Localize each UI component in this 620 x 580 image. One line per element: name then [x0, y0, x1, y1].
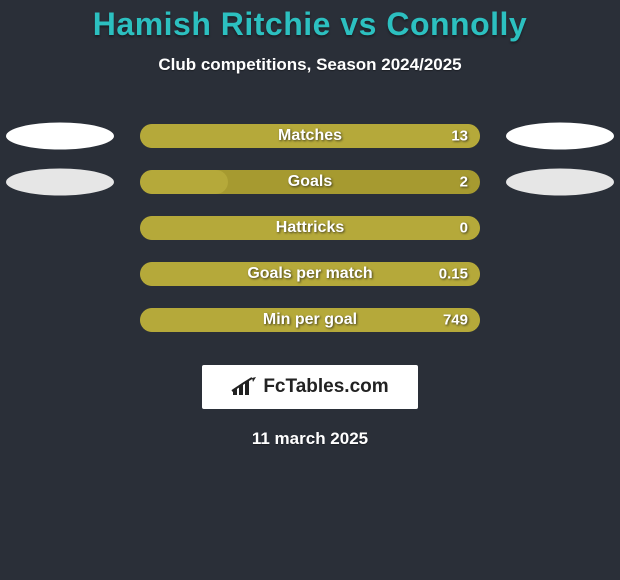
stat-value: 0	[460, 220, 468, 237]
right-player-marker	[506, 169, 614, 196]
stat-bar: Min per goal 749	[140, 308, 480, 332]
stat-row: Goals 2	[0, 159, 620, 205]
comparison-page: Hamish Ritchie vs Connolly Club competit…	[0, 0, 620, 580]
stat-bar: Goals per match 0.15	[140, 262, 480, 286]
left-player-marker	[6, 169, 114, 196]
stat-bar-fill	[140, 170, 228, 194]
stat-row: Matches 13	[0, 113, 620, 159]
page-subtitle: Club competitions, Season 2024/2025	[0, 55, 620, 75]
right-player-marker	[506, 123, 614, 150]
date-text: 11 march 2025	[0, 429, 620, 449]
stat-row: Min per goal 749	[0, 297, 620, 343]
stat-bar: Hattricks 0	[140, 216, 480, 240]
stat-label: Matches	[278, 127, 342, 145]
brand-text-c: .com	[344, 376, 388, 397]
stat-bar: Matches 13	[140, 124, 480, 148]
stat-value: 0.15	[439, 266, 468, 283]
page-title: Hamish Ritchie vs Connolly	[0, 6, 620, 43]
brand-text-b: Tables	[286, 376, 345, 397]
brand-text-a: Fc	[263, 376, 285, 397]
stat-value: 2	[460, 174, 468, 191]
stat-row: Hattricks 0	[0, 205, 620, 251]
brand-logo: FcTables.com	[202, 365, 418, 409]
brand-text: FcTables.com	[263, 376, 388, 398]
stat-label: Min per goal	[263, 311, 357, 329]
left-player-marker	[6, 123, 114, 150]
stat-value: 13	[451, 128, 468, 145]
stat-value: 749	[443, 312, 468, 329]
stat-label: Goals per match	[247, 265, 372, 283]
stat-label: Goals	[288, 173, 332, 191]
stat-bar: Goals 2	[140, 170, 480, 194]
stats-list: Matches 13 Goals 2 Hattricks 0 Goals per match…	[0, 113, 620, 343]
bar-chart-icon	[231, 377, 257, 397]
stat-row: Goals per match 0.15	[0, 251, 620, 297]
stat-label: Hattricks	[276, 219, 344, 237]
